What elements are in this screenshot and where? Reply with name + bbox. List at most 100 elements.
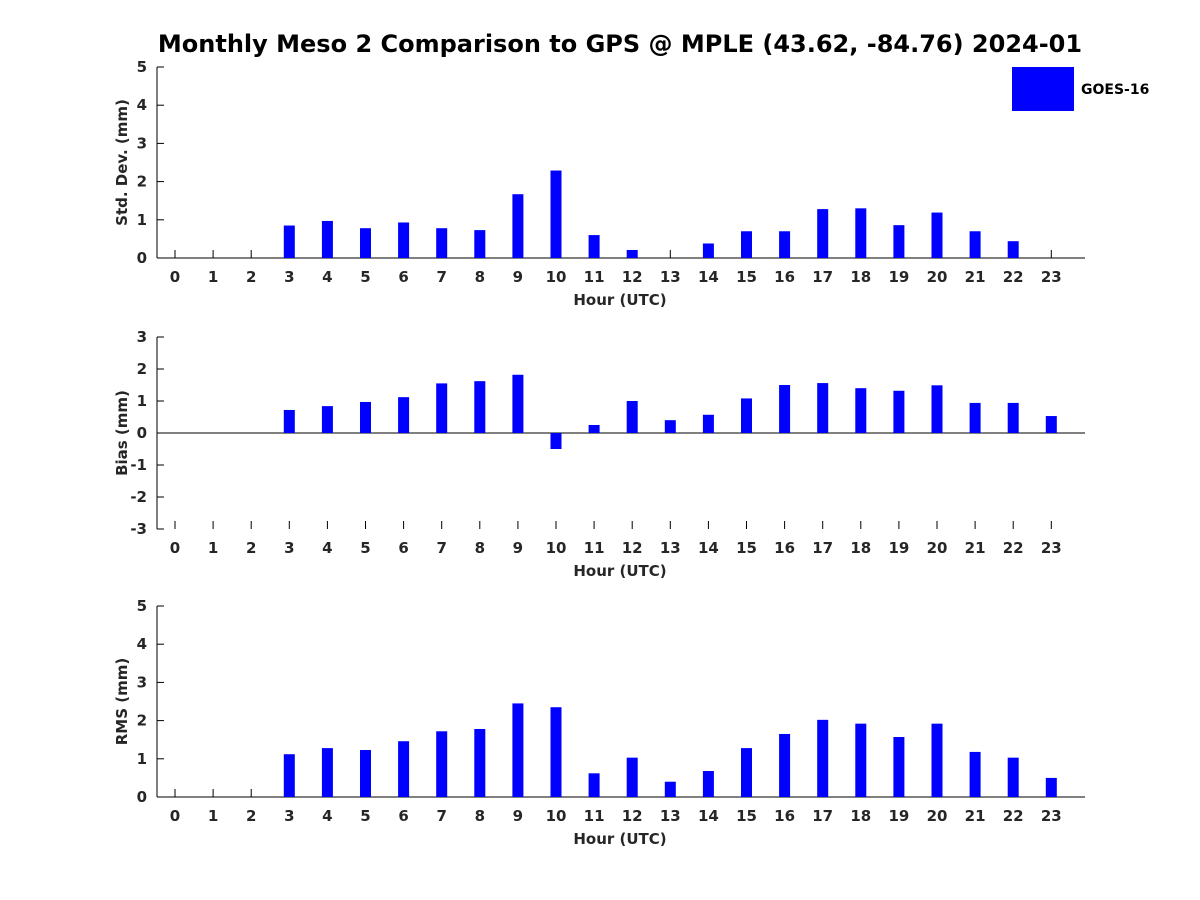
bar-hour-11 xyxy=(588,235,600,258)
x-tick-label: 19 xyxy=(888,268,909,286)
x-tick-label: 14 xyxy=(698,268,719,286)
x-tick-label: 8 xyxy=(475,268,485,286)
y-tick-label: 5 xyxy=(137,58,147,76)
x-tick-label: 15 xyxy=(736,539,757,557)
x-tick-label: 3 xyxy=(284,268,294,286)
y-tick-label: 3 xyxy=(137,134,147,152)
x-tick-label: 5 xyxy=(360,807,370,825)
bar-hour-9 xyxy=(512,374,524,433)
bar-hour-19 xyxy=(893,390,905,433)
y-tick-label: 0 xyxy=(137,249,147,267)
x-tick-label: 11 xyxy=(584,539,605,557)
x-tick-label: 23 xyxy=(1041,268,1062,286)
x-axis-label: Hour (UTC) xyxy=(573,830,666,848)
y-tick-label: 2 xyxy=(137,712,147,730)
bar-hour-20 xyxy=(931,723,943,797)
x-tick-label: 21 xyxy=(965,268,986,286)
x-axis-label: Hour (UTC) xyxy=(573,562,666,580)
bar-hour-11 xyxy=(588,773,600,797)
x-tick-label: 1 xyxy=(208,268,218,286)
x-tick-label: 12 xyxy=(622,539,643,557)
x-tick-label: 18 xyxy=(850,807,871,825)
x-tick-label: 5 xyxy=(360,539,370,557)
x-tick-label: 4 xyxy=(322,539,332,557)
x-tick-label: 19 xyxy=(888,539,909,557)
x-tick-label: 3 xyxy=(284,807,294,825)
bar-hour-16 xyxy=(779,231,791,258)
y-tick-label: 1 xyxy=(137,392,147,410)
bar-hour-6 xyxy=(398,397,410,433)
bar-hour-21 xyxy=(969,402,981,433)
x-tick-label: 4 xyxy=(322,807,332,825)
bar-hour-3 xyxy=(283,225,295,258)
x-tick-label: 17 xyxy=(812,268,833,286)
x-tick-label: 7 xyxy=(436,268,446,286)
bar-hour-9 xyxy=(512,703,524,797)
x-tick-label: 16 xyxy=(774,807,795,825)
bar-hour-10 xyxy=(550,707,562,797)
x-tick-label: 15 xyxy=(736,807,757,825)
x-tick-label: 10 xyxy=(546,807,567,825)
bar-hour-12 xyxy=(626,757,638,797)
x-tick-label: 1 xyxy=(208,539,218,557)
bar-hour-7 xyxy=(436,731,448,797)
bar-hour-23 xyxy=(1045,416,1057,433)
y-tick-label: -3 xyxy=(130,520,147,538)
x-tick-label: 7 xyxy=(436,807,446,825)
x-tick-label: 17 xyxy=(812,807,833,825)
bar-hour-8 xyxy=(474,230,486,258)
bar-hour-7 xyxy=(436,228,448,258)
bar-hour-11 xyxy=(588,425,600,433)
bar-hour-12 xyxy=(626,249,638,258)
legend-swatch xyxy=(1012,67,1074,111)
bar-hour-4 xyxy=(321,406,333,433)
bar-hour-5 xyxy=(360,228,371,258)
x-tick-label: 5 xyxy=(360,268,370,286)
bar-hour-22 xyxy=(1007,402,1019,433)
y-tick-label: 3 xyxy=(137,328,147,346)
bar-hour-17 xyxy=(817,209,829,258)
y-axis-label: RMS (mm) xyxy=(113,658,131,745)
x-tick-label: 9 xyxy=(513,539,523,557)
bar-hour-14 xyxy=(702,414,714,433)
x-tick-label: 3 xyxy=(284,539,294,557)
x-tick-label: 1 xyxy=(208,807,218,825)
x-tick-label: 18 xyxy=(850,539,871,557)
x-tick-label: 23 xyxy=(1041,539,1062,557)
x-tick-label: 2 xyxy=(246,268,256,286)
x-tick-label: 22 xyxy=(1003,268,1024,286)
x-tick-label: 2 xyxy=(246,807,256,825)
x-tick-label: 8 xyxy=(475,807,485,825)
bar-hour-18 xyxy=(855,723,867,797)
bar-hour-8 xyxy=(474,381,486,433)
x-tick-label: 15 xyxy=(736,268,757,286)
x-tick-label: 21 xyxy=(965,539,986,557)
x-tick-label: 12 xyxy=(622,807,643,825)
y-tick-label: 4 xyxy=(137,96,147,114)
bar-hour-15 xyxy=(741,231,752,258)
bar-hour-9 xyxy=(512,194,524,258)
x-tick-label: 12 xyxy=(622,268,643,286)
bar-hour-3 xyxy=(283,409,295,433)
x-tick-label: 16 xyxy=(774,268,795,286)
x-tick-label: 13 xyxy=(660,268,681,286)
y-axis-label: Bias (mm) xyxy=(113,390,131,476)
x-tick-label: 22 xyxy=(1003,539,1024,557)
bar-hour-16 xyxy=(779,385,791,433)
bar-hour-6 xyxy=(398,741,410,797)
x-tick-label: 17 xyxy=(812,539,833,557)
bar-hour-18 xyxy=(855,388,867,433)
x-tick-label: 13 xyxy=(660,807,681,825)
bar-hour-19 xyxy=(893,737,905,797)
x-tick-label: 4 xyxy=(322,268,332,286)
bar-hour-15 xyxy=(741,748,752,797)
y-tick-label: 2 xyxy=(137,173,147,191)
bar-hour-13 xyxy=(664,781,676,797)
x-tick-label: 21 xyxy=(965,807,986,825)
bar-hour-7 xyxy=(436,383,448,433)
bar-hour-15 xyxy=(741,398,752,433)
x-tick-label: 14 xyxy=(698,807,719,825)
